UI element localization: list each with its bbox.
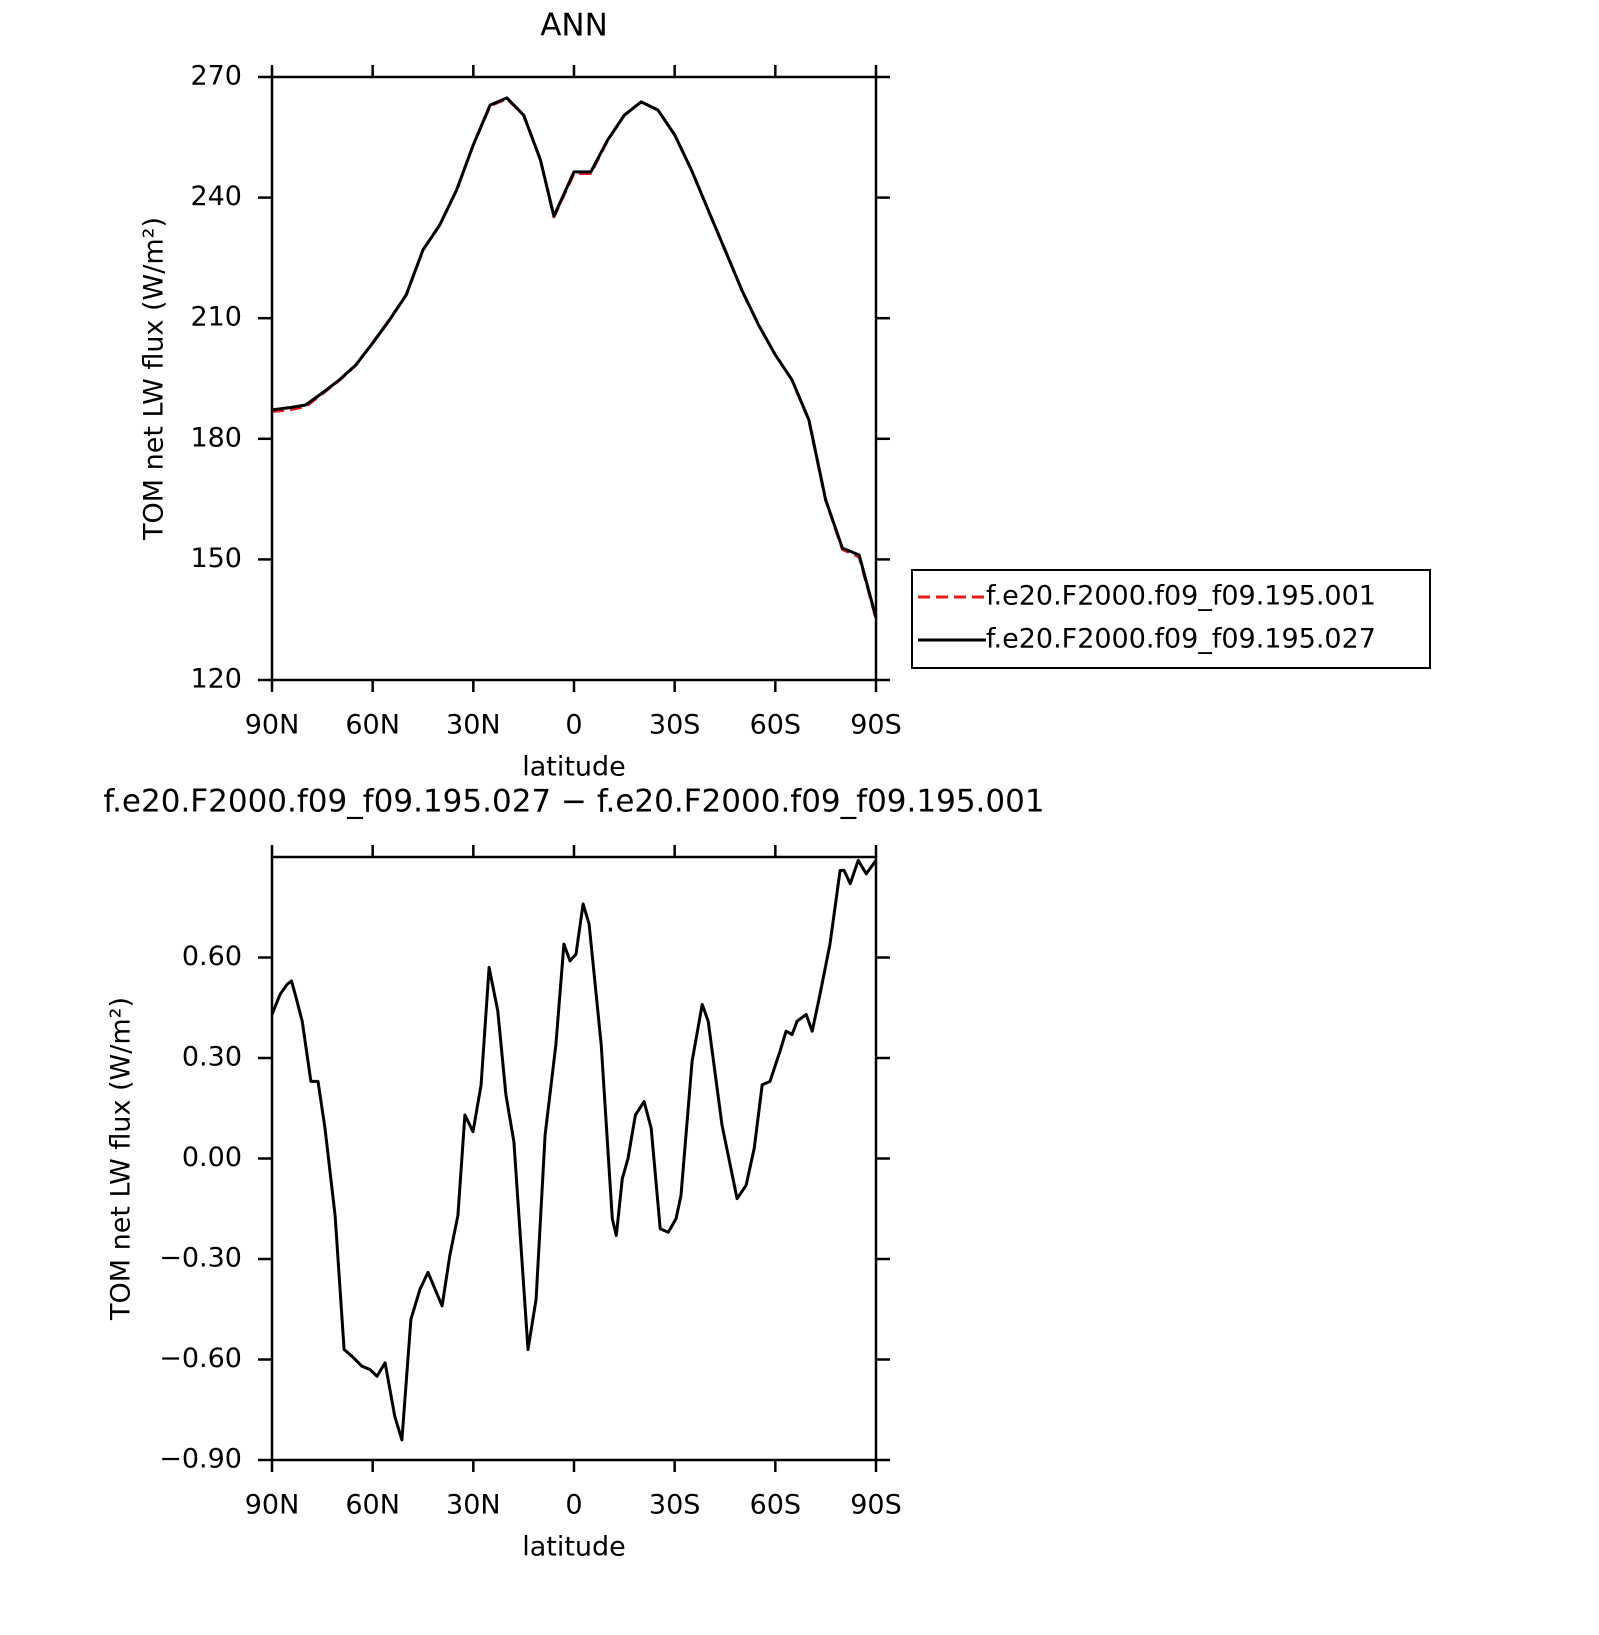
x-tick-label: 60N <box>345 1490 400 1521</box>
chart-title: ANN <box>540 8 608 44</box>
series-line <box>271 96 878 619</box>
y-tick-label: 180 <box>190 422 242 453</box>
x-tick-label: 30S <box>649 710 701 741</box>
y-tick-label: −0.90 <box>159 1444 242 1475</box>
y-tick-label: 0.00 <box>182 1142 242 1173</box>
x-tick-label: 90S <box>850 1490 902 1521</box>
x-tick-label: 30N <box>446 1490 501 1521</box>
x-axis-label: latitude <box>522 1532 626 1563</box>
x-tick-label: 30S <box>649 1490 701 1521</box>
x-tick-label: 90S <box>850 710 902 741</box>
y-axis-label: TOM net LW flux (W/m²) <box>106 997 137 1321</box>
y-tick-label: −0.60 <box>159 1343 242 1374</box>
chart-title: f.e20.F2000.f09_f09.195.027 − f.e20.F200… <box>103 784 1044 820</box>
y-tick-label: 0.60 <box>182 941 242 972</box>
y-tick-label: 240 <box>190 181 242 212</box>
y-tick-label: 120 <box>190 664 242 695</box>
x-tick-label: 90N <box>245 1490 300 1521</box>
legend-box <box>911 569 1431 669</box>
legend-label: f.e20.F2000.f09_f09.195.027 <box>986 624 1376 655</box>
x-tick-label: 0 <box>565 710 582 741</box>
plot-frame <box>270 75 878 682</box>
series-line <box>271 97 878 619</box>
x-tick-label: 30N <box>446 710 501 741</box>
x-tick-label: 60S <box>750 1490 802 1521</box>
x-axis-label: latitude <box>522 752 626 783</box>
y-tick-label: −0.30 <box>159 1243 242 1274</box>
x-tick-label: 0 <box>565 1490 582 1521</box>
y-tick-label: 0.30 <box>182 1042 242 1073</box>
plot-frame <box>270 855 878 1462</box>
y-tick-label: 150 <box>190 543 242 574</box>
x-tick-label: 60S <box>750 710 802 741</box>
y-tick-label: 270 <box>190 61 242 92</box>
x-tick-label: 90N <box>245 710 300 741</box>
y-axis-label: TOM net LW flux (W/m²) <box>139 217 170 541</box>
y-tick-label: 210 <box>190 302 242 333</box>
x-tick-label: 60N <box>345 710 400 741</box>
series-line <box>270 858 878 1442</box>
legend-label: f.e20.F2000.f09_f09.195.001 <box>986 581 1376 612</box>
